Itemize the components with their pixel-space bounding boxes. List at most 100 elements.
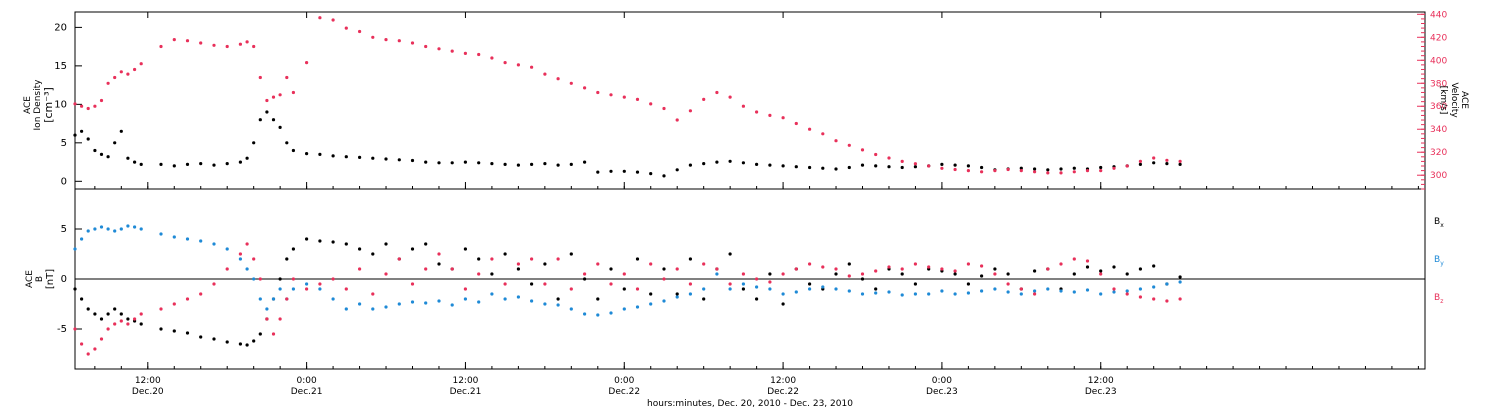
- bz-point-61: [768, 280, 772, 284]
- velocity-point-44: [543, 72, 547, 76]
- bz-point-60: [755, 277, 759, 281]
- density-point-25: [291, 148, 295, 153]
- density-point-54: [675, 168, 679, 172]
- x-tick-time-0: 12:00: [135, 376, 161, 386]
- density-point-10: [139, 162, 143, 166]
- bz-point-42: [516, 262, 521, 266]
- bx-point-1: [80, 297, 84, 301]
- velocity-point-6: [113, 75, 117, 80]
- density-point-46: [569, 162, 573, 166]
- density-point-61: [768, 163, 772, 167]
- bz-point-47: [583, 272, 587, 276]
- bz-point-71: [900, 267, 904, 271]
- density-point-34: [410, 158, 415, 163]
- velocity-point-36: [437, 47, 441, 51]
- velocity-label-line-1: ACE: [1459, 91, 1469, 109]
- bz-point-36: [437, 252, 441, 256]
- x-tick-time-6: 12:00: [1088, 376, 1114, 386]
- bx-point-2: [86, 307, 90, 311]
- velocity-point-1: [80, 104, 84, 108]
- by-point-51: [635, 305, 640, 309]
- density-point-28: [331, 154, 335, 158]
- b-label-line-3: [nT]: [45, 269, 56, 289]
- density-point-11: [159, 162, 163, 166]
- velocity-point-2: [86, 106, 90, 111]
- b-tick-label-0: -5: [57, 324, 67, 335]
- b-label-line-1: ACE: [25, 270, 35, 288]
- bz-point-68: [860, 272, 865, 276]
- density-tick-label-1: 5: [61, 138, 67, 149]
- bz-point-63: [794, 267, 798, 271]
- velocity-point-37: [450, 49, 454, 53]
- by-point-28: [331, 297, 335, 301]
- by-point-56: [702, 287, 706, 291]
- velocity-point-33: [397, 39, 401, 43]
- x-tick-time-4: 12:00: [770, 376, 796, 386]
- velocity-point-24: [285, 75, 289, 80]
- velocity-point-29: [344, 26, 348, 30]
- velocity-point-87: [1112, 166, 1116, 170]
- bz-point-48: [596, 262, 600, 266]
- density-point-32: [384, 157, 388, 161]
- velocity-point-38: [463, 51, 467, 56]
- by-point-39: [477, 300, 481, 304]
- by-point-4: [99, 225, 104, 229]
- bz-point-39: [477, 272, 481, 276]
- velocity-point-30: [358, 29, 362, 34]
- by-point-80: [1019, 292, 1023, 296]
- velocity-point-42: [516, 63, 521, 67]
- bz-point-14: [199, 292, 203, 296]
- x-tick-date-6: Dec.23: [1085, 387, 1117, 397]
- density-point-48: [596, 170, 600, 174]
- bx-point-75: [953, 272, 957, 276]
- by-point-62: [781, 292, 785, 296]
- density-point-76: [966, 164, 971, 168]
- velocity-point-55: [688, 109, 693, 113]
- velocity-point-73: [927, 164, 931, 168]
- bz-point-5: [106, 327, 110, 331]
- x-tick-date-3: Dec.22: [608, 387, 640, 397]
- bottom-panel-points: [73, 224, 1182, 356]
- legend-bz-name: B: [1434, 293, 1440, 303]
- velocity-point-50: [622, 95, 626, 99]
- bz-point-21: [265, 317, 269, 321]
- density-point-19: [252, 141, 256, 145]
- bx-point-79: [1006, 272, 1010, 276]
- bz-point-9: [133, 317, 137, 321]
- bx-point-6: [113, 307, 117, 311]
- bx-point-24: [285, 257, 289, 261]
- bz-point-30: [358, 267, 362, 271]
- bz-point-1: [80, 342, 84, 346]
- x-tick-date-5: Dec.23: [926, 387, 958, 397]
- by-point-82: [1046, 287, 1050, 291]
- bz-point-53: [662, 277, 666, 281]
- velocity-point-23: [278, 93, 282, 97]
- density-point-24: [285, 141, 289, 145]
- x-tick-date-2: Dec.21: [450, 387, 482, 397]
- bz-point-24: [285, 297, 289, 301]
- bx-point-46: [569, 252, 573, 256]
- bz-point-13: [185, 297, 190, 301]
- bz-point-40: [490, 257, 494, 261]
- by-point-35: [424, 301, 428, 305]
- bx-point-55: [688, 257, 693, 261]
- bz-point-46: [569, 287, 573, 291]
- bz-point-6: [113, 322, 117, 326]
- density-point-8: [126, 156, 130, 160]
- by-point-29: [344, 307, 348, 311]
- bz-point-58: [728, 282, 732, 286]
- by-point-25: [291, 287, 295, 291]
- velocity-point-81: [1033, 170, 1037, 174]
- bz-point-16: [225, 267, 229, 271]
- density-point-0: [73, 133, 77, 137]
- bx-point-52: [649, 292, 653, 296]
- b-tick-label-1: 0: [61, 274, 67, 285]
- density-point-83: [1059, 167, 1063, 171]
- x-tick-time-5: 0:00: [932, 376, 952, 386]
- density-point-64: [808, 165, 812, 170]
- velocity-point-15: [212, 43, 216, 47]
- bx-point-51: [635, 257, 640, 261]
- bz-point-51: [635, 287, 640, 291]
- density-point-30: [358, 155, 362, 159]
